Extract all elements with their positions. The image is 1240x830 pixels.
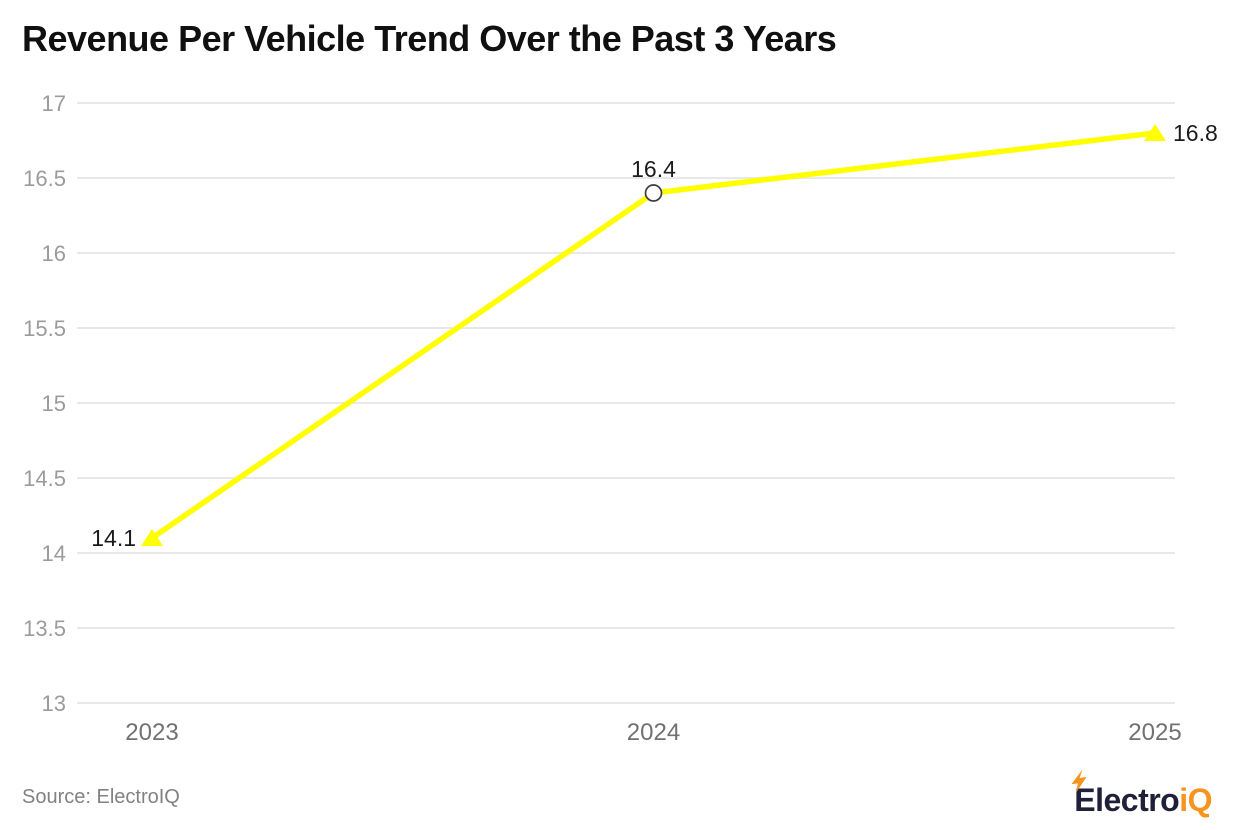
source-note: Source: ElectroIQ [22, 786, 180, 808]
data-point-label: 16.8 [1173, 120, 1218, 146]
chart-svg: 17 16.5 16 15.5 15 14.5 14 13.5 13 2023 2024 2025 14… [23, 91, 1218, 746]
y-axis-tick-label: 15.5 [23, 316, 66, 341]
y-axis-tick-label: 13.5 [23, 616, 66, 641]
x-axis-tick-label: 2023 [125, 719, 178, 746]
y-axis-tick-label: 16 [42, 241, 66, 266]
lightning-bolt-icon [1071, 769, 1087, 793]
chart-title: Revenue Per Vehicle Trend Over the Past … [22, 18, 837, 59]
data-point-label: 14.1 [91, 525, 136, 551]
y-axis-tick-label: 14 [42, 541, 66, 566]
y-axis-tick-label: 17 [42, 91, 66, 116]
electroiq-logo: ElectroiQ [1071, 769, 1212, 818]
data-point-label: 16.4 [631, 156, 676, 182]
logo-text-dark: Electro [1074, 782, 1180, 818]
data-point-marker-circle [644, 184, 663, 202]
x-axis-tick-label: 2024 [627, 719, 680, 746]
y-axis-tick-label: 16.5 [23, 166, 66, 191]
data-point-marker-triangle [1144, 124, 1166, 141]
logo-text-accent: iQ [1179, 782, 1212, 818]
x-axis-tick-label: 2025 [1128, 719, 1181, 746]
y-axis-tick-label: 15 [42, 391, 66, 416]
y-axis-tick-label: 14.5 [23, 466, 66, 491]
y-axis-tick-label: 13 [42, 691, 66, 716]
